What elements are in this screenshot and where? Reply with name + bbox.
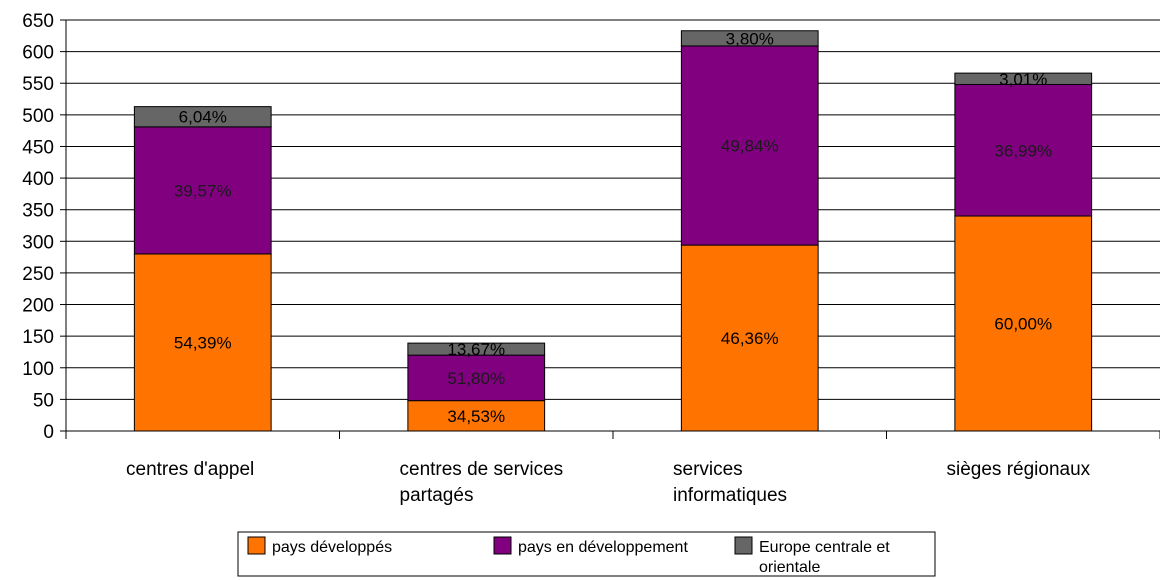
- y-tick-label: 50: [33, 390, 54, 411]
- y-tick-label: 150: [22, 327, 54, 348]
- legend-label: pays développés: [272, 539, 392, 556]
- bar-segment: [680, 45, 819, 246]
- y-tick-label: 450: [22, 137, 54, 158]
- y-tick-label: 600: [22, 43, 54, 64]
- bar-segment: [407, 342, 546, 356]
- bar-segment: [954, 83, 1093, 217]
- y-tick-label: 300: [22, 232, 54, 253]
- bar-segment: [954, 72, 1093, 85]
- legend-box: [237, 531, 936, 577]
- bar-segment: [133, 253, 272, 432]
- bar-segment: [133, 126, 272, 255]
- y-tick-label: 550: [22, 74, 54, 95]
- data-label: 39,57%: [174, 181, 232, 200]
- y-tick-label: 400: [22, 169, 54, 190]
- legend-swatch: [493, 536, 512, 555]
- x-category-label: informatiques: [673, 485, 787, 506]
- data-label: 3,01%: [999, 70, 1047, 89]
- y-tick-label: 0: [43, 422, 54, 443]
- data-label: 36,99%: [994, 141, 1052, 160]
- data-label: 46,36%: [721, 329, 779, 348]
- data-label: 49,84%: [721, 137, 779, 156]
- bar-segment: [954, 215, 1093, 432]
- bar-segment: [680, 244, 819, 432]
- y-tick-label: 650: [22, 11, 54, 32]
- bars: 54,39% 39,57% 6,04% 34,53% 51,80% 13,67% 46,36…: [133, 29, 1093, 432]
- y-tick-label: 200: [22, 296, 54, 317]
- data-label: 13,67%: [447, 340, 505, 359]
- data-label: 60,00%: [994, 315, 1052, 334]
- x-category-label: partagés: [400, 485, 474, 506]
- bar-segment: [680, 30, 819, 47]
- data-label: 3,80%: [726, 29, 774, 48]
- legend-label: pays en développement: [518, 539, 688, 556]
- legend-label: Europe centrale et: [759, 539, 890, 556]
- bar-segment: [407, 400, 546, 432]
- y-tick-label: 100: [22, 359, 54, 380]
- y-tick-label: 500: [22, 106, 54, 127]
- x-category-label: services: [673, 459, 743, 480]
- legend: pays développés pays en développement Euro…: [237, 531, 936, 577]
- legend-label: orientale: [759, 559, 820, 576]
- data-label: 51,80%: [447, 369, 505, 388]
- x-category-label: centres de services: [400, 459, 564, 480]
- data-label: 34,53%: [447, 407, 505, 426]
- y-tick-label: 350: [22, 201, 54, 222]
- x-category-label: centres d'appel: [126, 459, 254, 480]
- bar-segment: [407, 354, 546, 402]
- data-label: 54,39%: [174, 333, 232, 352]
- legend-swatch: [247, 536, 266, 555]
- bar-segment: [133, 106, 272, 128]
- x-axis: centres d'appel centres de services partag…: [65, 430, 1160, 506]
- data-label: 6,04%: [179, 108, 227, 127]
- y-tick-label: 250: [22, 264, 54, 285]
- x-category-label: sièges régionaux: [947, 459, 1091, 480]
- y-axis: 0 50 100 150 200 250 300 350 400 450 500 550 600 650: [22, 11, 67, 443]
- legend-swatch: [734, 536, 753, 555]
